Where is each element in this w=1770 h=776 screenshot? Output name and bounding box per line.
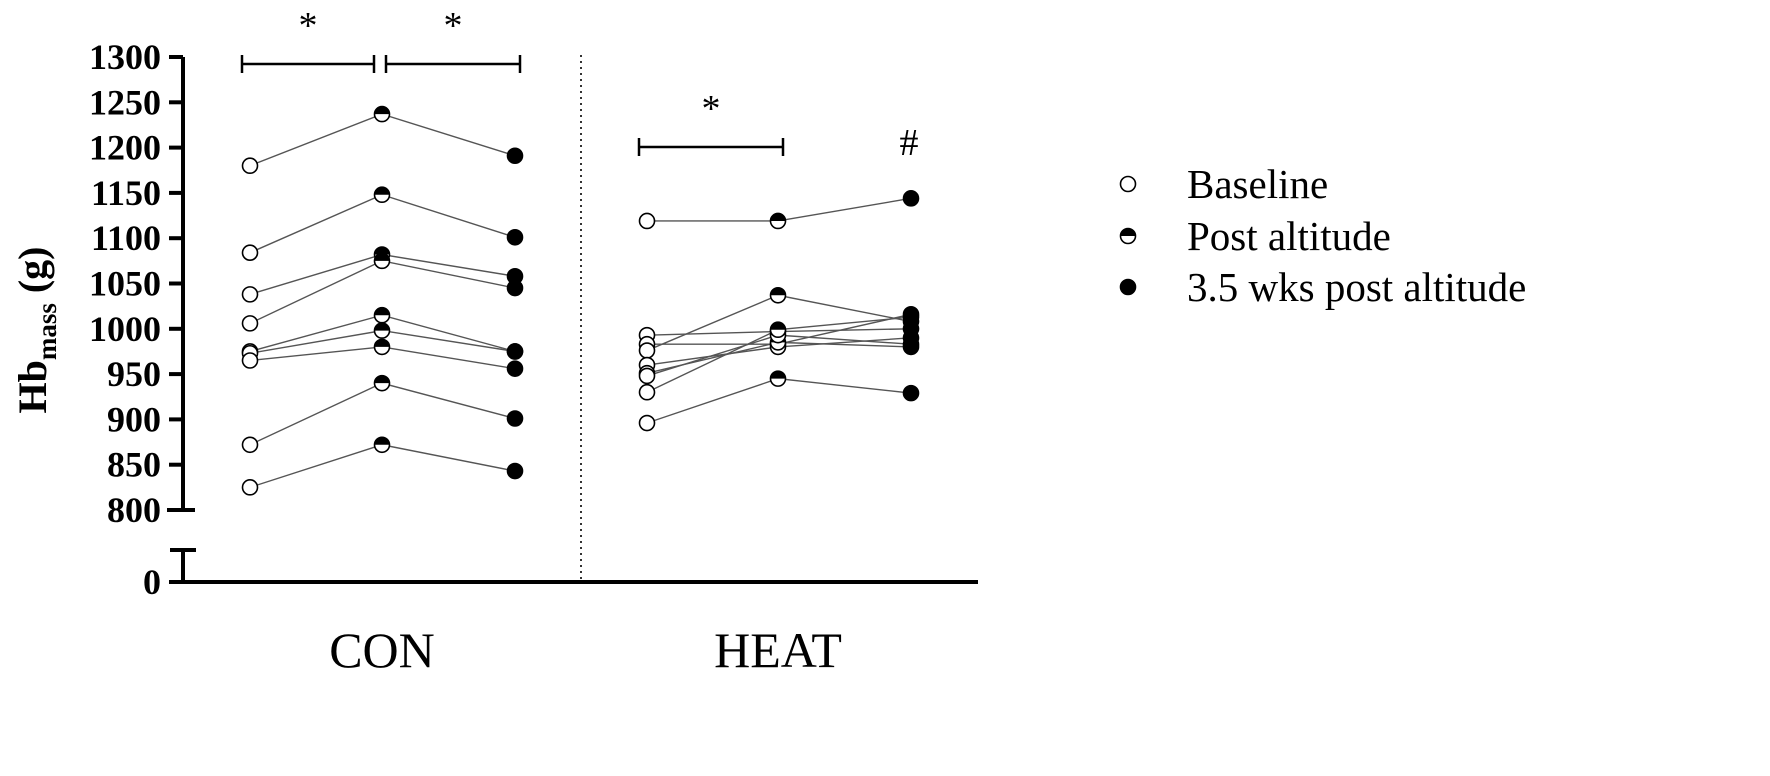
marker-open-circle [241, 244, 259, 261]
marker-half-filled-circle [373, 252, 391, 270]
marker-open-circle [241, 157, 259, 175]
marker-filled-circle [506, 343, 524, 360]
legend-label: Post altitude [1187, 213, 1391, 259]
marker-open-circle [638, 367, 656, 385]
marker-open-circle [638, 383, 656, 401]
marker-open-circle [241, 286, 259, 303]
legend-item: Post altitude [1119, 213, 1391, 259]
marker-open-circle [241, 436, 259, 454]
y-tick-label: 900 [107, 399, 161, 439]
hash-annotation: # [900, 122, 919, 164]
significance-star: * [702, 88, 721, 130]
y-tick-label: 1250 [89, 82, 161, 122]
x-category-label: HEAT [714, 622, 842, 678]
marker-filled-circle [902, 308, 920, 326]
marker-half-filled-circle [373, 436, 391, 454]
y-tick-label: 1300 [89, 37, 161, 77]
y-tick-label: 1050 [89, 264, 161, 304]
marker-half-filled-circle [373, 374, 391, 392]
marker-half-filled-circle [373, 322, 391, 339]
marker-filled-circle [1119, 278, 1137, 296]
marker-open-circle [638, 414, 656, 432]
marker-filled-circle [506, 360, 524, 377]
marker-half-filled-circle [373, 306, 391, 324]
marker-half-filled-circle [769, 370, 787, 387]
significance-brackets: * * * # [240, 5, 919, 164]
axes: 1300 1250 1200 1150 1100 1050 1000 950 900 850 800… [89, 37, 978, 678]
marker-filled-circle [506, 462, 524, 480]
y-tick-label: 850 [107, 445, 161, 485]
marker-open-circle [241, 315, 259, 332]
marker-filled-circle [902, 190, 920, 207]
participant-line [249, 382, 516, 446]
marker-half-filled-circle [769, 212, 787, 230]
significance-star: * [444, 5, 463, 47]
legend-item: 3.5 wks post altitude [1119, 264, 1526, 310]
legend-label: Baseline [1187, 161, 1328, 207]
marker-open-circle [241, 479, 259, 496]
legend-label: 3.5 wks post altitude [1187, 264, 1526, 310]
y-axis-title: Hbmass (g) [10, 246, 62, 413]
marker-filled-circle [902, 335, 920, 353]
x-category-label: CON [329, 622, 435, 678]
y-tick-label: 800 [107, 490, 161, 530]
marker-filled-circle [506, 279, 524, 297]
significance-star: * [299, 5, 318, 47]
legend: Baseline Post altitude 3.5 wks post altitu… [1119, 161, 1526, 310]
marker-half-filled-circle [373, 105, 391, 123]
marker-filled-circle [506, 410, 524, 427]
participant-line [249, 193, 516, 254]
marker-open-circle [638, 342, 656, 359]
marker-filled-circle [506, 228, 524, 246]
marker-half-filled-circle [373, 186, 391, 204]
y-tick-label: 950 [107, 354, 161, 394]
marker-open-circle [241, 352, 259, 369]
marker-filled-circle [506, 147, 524, 165]
marker-half-filled-circle [373, 338, 391, 356]
data-markers [241, 105, 920, 496]
marker-open-circle [638, 212, 656, 230]
marker-filled-circle [902, 384, 920, 402]
marker-half-filled-circle [769, 321, 787, 339]
marker-open-circle [1119, 175, 1137, 193]
legend-item: Baseline [1119, 161, 1328, 207]
y-tick-label: 1100 [91, 218, 161, 258]
y-tick-label: 1150 [91, 173, 161, 213]
y-tick-label: 1200 [89, 128, 161, 168]
marker-half-filled-circle [769, 286, 787, 304]
y-tick-label: 0 [143, 562, 161, 602]
y-tick-label: 1000 [89, 309, 161, 349]
marker-half-filled-circle [1119, 227, 1137, 245]
